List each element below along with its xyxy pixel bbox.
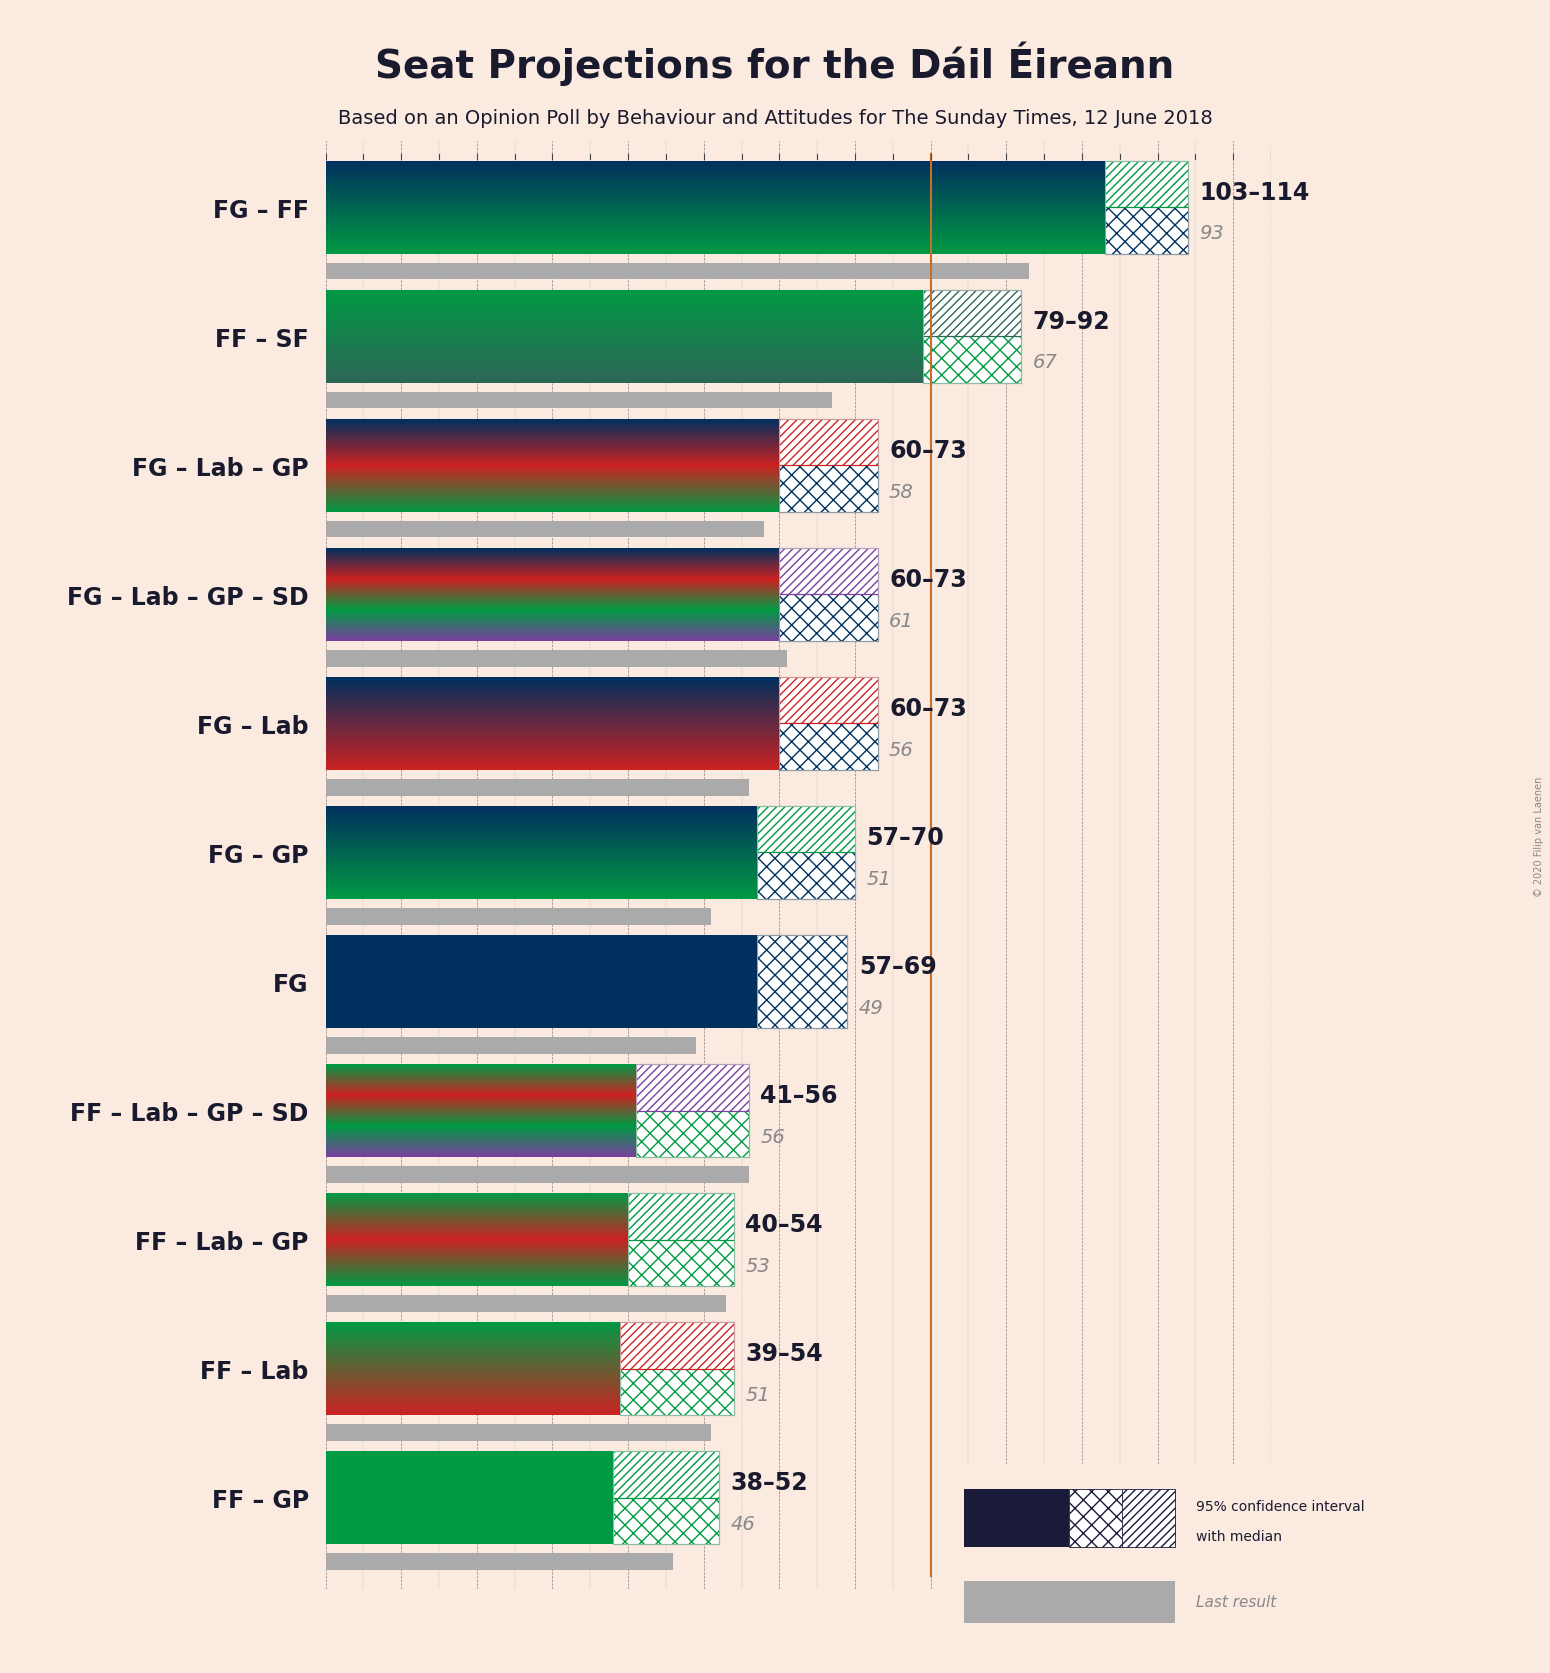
- Bar: [620, 1322, 735, 1369]
- Bar: [326, 1037, 696, 1054]
- Bar: [628, 1193, 735, 1240]
- Bar: [620, 1322, 735, 1415]
- Bar: [620, 1322, 735, 1369]
- Bar: [780, 724, 877, 770]
- Bar: [924, 291, 1021, 336]
- Bar: [612, 1452, 719, 1544]
- Text: 49: 49: [859, 999, 883, 1017]
- Bar: [612, 1497, 719, 1544]
- Bar: [628, 1193, 735, 1287]
- Text: with median: with median: [1195, 1529, 1282, 1543]
- Bar: [620, 1369, 735, 1415]
- Bar: [756, 935, 848, 1029]
- Bar: [326, 1166, 749, 1183]
- Text: 95% confidence interval: 95% confidence interval: [1195, 1499, 1364, 1514]
- Bar: [780, 678, 877, 724]
- Bar: [780, 420, 877, 467]
- Bar: [1122, 1489, 1175, 1548]
- Text: © 2020 Filip van Laenen: © 2020 Filip van Laenen: [1534, 776, 1544, 897]
- Bar: [756, 853, 856, 900]
- Bar: [1105, 207, 1187, 254]
- Bar: [780, 549, 877, 596]
- Text: 93: 93: [1200, 224, 1224, 243]
- Bar: [924, 336, 1021, 383]
- Text: 57–70: 57–70: [866, 825, 944, 850]
- Bar: [612, 1497, 719, 1544]
- Bar: [1105, 162, 1187, 207]
- Bar: [326, 780, 749, 796]
- Bar: [756, 935, 848, 1029]
- Text: 56: 56: [761, 1128, 786, 1146]
- Bar: [612, 1452, 719, 1497]
- Text: 60–73: 60–73: [890, 567, 967, 592]
- Bar: [628, 1240, 735, 1287]
- Text: 41–56: 41–56: [761, 1084, 839, 1108]
- Text: 38–52: 38–52: [730, 1471, 808, 1494]
- Bar: [1122, 1489, 1175, 1548]
- Bar: [326, 908, 711, 925]
- Bar: [326, 1424, 711, 1440]
- Bar: [326, 1295, 727, 1312]
- Bar: [1105, 162, 1187, 254]
- Text: 61: 61: [890, 611, 914, 631]
- Bar: [756, 935, 848, 1029]
- Text: 60–73: 60–73: [890, 696, 967, 721]
- Bar: [780, 420, 877, 467]
- Text: 39–54: 39–54: [746, 1342, 823, 1365]
- Text: 56: 56: [890, 739, 914, 760]
- Bar: [636, 1111, 749, 1158]
- Bar: [1070, 1489, 1122, 1548]
- Text: 51: 51: [746, 1385, 770, 1404]
- Text: 53: 53: [746, 1256, 770, 1275]
- Text: 40–54: 40–54: [746, 1213, 823, 1236]
- Text: Seat Projections for the Dáil Éireann: Seat Projections for the Dáil Éireann: [375, 42, 1175, 87]
- Text: 60–73: 60–73: [890, 438, 967, 462]
- Bar: [780, 678, 877, 770]
- Bar: [326, 651, 787, 668]
- Bar: [780, 549, 877, 596]
- Text: 51: 51: [866, 870, 891, 888]
- Bar: [756, 806, 856, 853]
- Bar: [964, 1489, 1070, 1548]
- Bar: [628, 1240, 735, 1287]
- Bar: [780, 724, 877, 770]
- Text: 46: 46: [730, 1514, 755, 1532]
- Text: 67: 67: [1032, 353, 1057, 373]
- Bar: [924, 291, 1021, 383]
- Bar: [326, 522, 764, 539]
- Text: 58: 58: [890, 482, 914, 502]
- Text: Last result: Last result: [1195, 1594, 1276, 1609]
- Bar: [636, 1064, 749, 1111]
- Bar: [326, 393, 832, 410]
- Bar: [780, 596, 877, 641]
- Text: 79–92: 79–92: [1032, 310, 1110, 333]
- Bar: [636, 1111, 749, 1158]
- Text: Based on an Opinion Poll by Behaviour and Attitudes for The Sunday Times, 12 Jun: Based on an Opinion Poll by Behaviour an…: [338, 109, 1212, 127]
- Bar: [964, 1581, 1175, 1623]
- Bar: [756, 806, 856, 900]
- Bar: [780, 467, 877, 512]
- Bar: [780, 420, 877, 512]
- Bar: [326, 935, 756, 1029]
- Bar: [636, 1064, 749, 1158]
- Bar: [326, 263, 1029, 279]
- Text: 103–114: 103–114: [1200, 181, 1310, 204]
- Bar: [780, 678, 877, 724]
- Bar: [1070, 1489, 1122, 1548]
- Bar: [780, 549, 877, 641]
- Bar: [756, 806, 856, 853]
- Bar: [780, 467, 877, 512]
- Bar: [1105, 162, 1187, 207]
- Bar: [924, 336, 1021, 383]
- Bar: [636, 1064, 749, 1111]
- Text: 57–69: 57–69: [859, 954, 936, 979]
- Bar: [620, 1369, 735, 1415]
- Bar: [924, 291, 1021, 336]
- Bar: [1105, 207, 1187, 254]
- Bar: [756, 853, 856, 900]
- Bar: [326, 1553, 673, 1569]
- Bar: [612, 1452, 719, 1497]
- Bar: [628, 1193, 735, 1240]
- Bar: [780, 596, 877, 641]
